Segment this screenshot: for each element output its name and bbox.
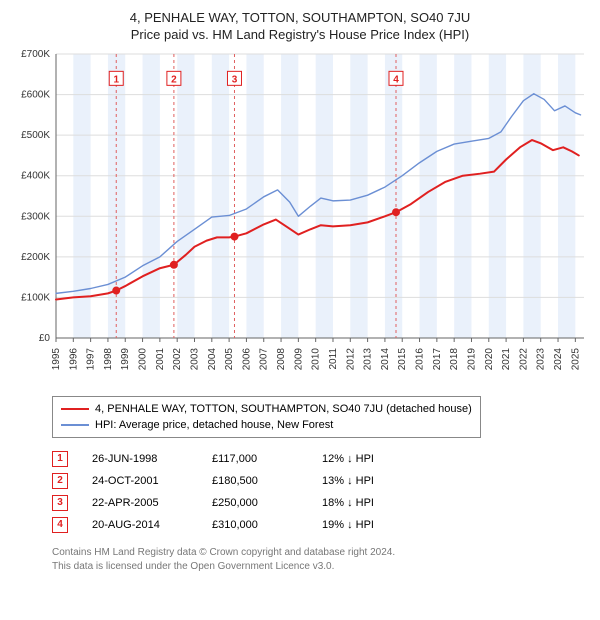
legend-label: 4, PENHALE WAY, TOTTON, SOUTHAMPTON, SO4… <box>95 401 472 417</box>
sale-price: £117,000 <box>212 448 322 470</box>
sale-delta: 18% ↓ HPI <box>322 492 384 514</box>
sale-date: 26-JUN-1998 <box>78 448 212 470</box>
svg-text:£500K: £500K <box>21 130 50 141</box>
chart-title-address: 4, PENHALE WAY, TOTTON, SOUTHAMPTON, SO4… <box>10 10 590 25</box>
svg-text:2000: 2000 <box>138 348 149 371</box>
legend-label: HPI: Average price, detached house, New … <box>95 417 333 433</box>
svg-text:1995: 1995 <box>51 348 62 371</box>
svg-text:£600K: £600K <box>21 90 50 101</box>
svg-text:2017: 2017 <box>432 348 443 371</box>
sale-delta: 19% ↓ HPI <box>322 514 384 536</box>
svg-text:2024: 2024 <box>553 348 564 371</box>
svg-text:3: 3 <box>232 74 238 85</box>
svg-text:2001: 2001 <box>155 348 166 371</box>
svg-text:£100K: £100K <box>21 292 50 303</box>
svg-text:2020: 2020 <box>484 348 495 371</box>
svg-text:2004: 2004 <box>207 348 218 371</box>
chart-svg: £0 £100K £200K £300K £400K £500K £600K £700K 199… <box>10 48 590 388</box>
sale-marker-ref: 3 <box>52 495 68 511</box>
svg-text:2002: 2002 <box>172 348 183 371</box>
svg-text:2005: 2005 <box>224 348 235 371</box>
svg-text:£200K: £200K <box>21 252 50 263</box>
sale-price: £250,000 <box>212 492 322 514</box>
svg-text:2: 2 <box>171 74 177 85</box>
sale-delta: 12% ↓ HPI <box>322 448 384 470</box>
svg-text:2011: 2011 <box>328 348 339 370</box>
svg-text:2012: 2012 <box>345 348 356 371</box>
svg-text:2022: 2022 <box>518 348 529 371</box>
sale-delta: 13% ↓ HPI <box>322 470 384 492</box>
sale-date: 24-OCT-2001 <box>78 470 212 492</box>
svg-text:2018: 2018 <box>449 348 460 371</box>
legend: 4, PENHALE WAY, TOTTON, SOUTHAMPTON, SO4… <box>52 396 481 438</box>
footnote-line: Contains HM Land Registry data © Crown c… <box>52 546 590 560</box>
svg-text:2009: 2009 <box>293 348 304 371</box>
svg-text:2015: 2015 <box>397 348 408 371</box>
sale-marker-ref: 1 <box>52 451 68 467</box>
svg-text:2008: 2008 <box>276 348 287 371</box>
svg-text:2019: 2019 <box>466 348 477 371</box>
sale-price: £310,000 <box>212 514 322 536</box>
price-chart: £0 £100K £200K £300K £400K £500K £600K £700K 199… <box>10 48 590 388</box>
sale-marker-ref: 4 <box>52 517 68 533</box>
sales-table: 1 26-JUN-1998£117,00012% ↓ HPI 2 24-OCT-200… <box>52 448 384 536</box>
sale-price: £180,500 <box>212 470 322 492</box>
legend-row: HPI: Average price, detached house, New … <box>61 417 472 433</box>
sale-marker-ref: 2 <box>52 473 68 489</box>
svg-text:£700K: £700K <box>21 49 50 60</box>
table-row: 2 24-OCT-2001£180,50013% ↓ HPI <box>52 470 384 492</box>
table-row: 4 20-AUG-2014£310,00019% ↓ HPI <box>52 514 384 536</box>
svg-text:2013: 2013 <box>363 348 374 371</box>
svg-text:2006: 2006 <box>241 348 252 371</box>
sale-date: 22-APR-2005 <box>78 492 212 514</box>
table-row: 3 22-APR-2005£250,00018% ↓ HPI <box>52 492 384 514</box>
sale-date: 20-AUG-2014 <box>78 514 212 536</box>
svg-text:2014: 2014 <box>380 348 391 371</box>
svg-text:2025: 2025 <box>570 348 581 371</box>
svg-text:1998: 1998 <box>103 348 114 371</box>
svg-text:1996: 1996 <box>68 348 79 371</box>
svg-text:1997: 1997 <box>86 348 97 371</box>
svg-text:£400K: £400K <box>21 171 50 182</box>
svg-text:4: 4 <box>393 74 399 85</box>
svg-text:£0: £0 <box>39 333 51 344</box>
svg-text:£300K: £300K <box>21 211 50 222</box>
svg-text:2007: 2007 <box>259 348 270 371</box>
svg-text:1: 1 <box>113 74 119 85</box>
chart-title-subtitle: Price paid vs. HM Land Registry's House … <box>10 27 590 42</box>
svg-text:2021: 2021 <box>501 348 512 371</box>
svg-text:2003: 2003 <box>189 348 200 371</box>
legend-swatch-price-paid <box>61 408 89 410</box>
footnote-line: This data is licensed under the Open Gov… <box>52 560 590 574</box>
svg-text:2016: 2016 <box>415 348 426 371</box>
legend-swatch-hpi <box>61 424 89 426</box>
svg-text:1999: 1999 <box>120 348 131 371</box>
svg-text:2010: 2010 <box>311 348 322 371</box>
legend-row: 4, PENHALE WAY, TOTTON, SOUTHAMPTON, SO4… <box>61 401 472 417</box>
svg-text:2023: 2023 <box>536 348 547 371</box>
table-row: 1 26-JUN-1998£117,00012% ↓ HPI <box>52 448 384 470</box>
footnote: Contains HM Land Registry data © Crown c… <box>52 546 590 573</box>
